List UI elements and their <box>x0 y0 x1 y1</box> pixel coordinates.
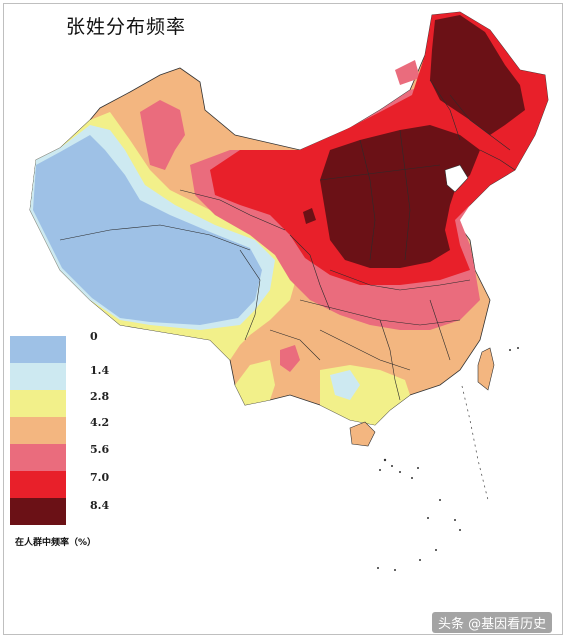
taiwan <box>477 347 495 391</box>
legend-swatch-2 <box>10 390 66 417</box>
region-pink-ne <box>395 60 420 85</box>
region-darkred-north <box>430 15 525 135</box>
legend-label-6: 8.4 <box>90 499 110 512</box>
region-lightblue-south <box>330 370 360 400</box>
legend-swatch-3 <box>10 417 66 444</box>
south-sea-boundary <box>461 385 489 501</box>
legend-label-4: 5.6 <box>90 443 110 456</box>
region-darkred-core <box>320 125 480 268</box>
region-blue-west <box>33 135 262 325</box>
legend-label-5: 7.0 <box>90 471 110 484</box>
south-sea-islands <box>377 347 519 571</box>
map-title: 张姓分布频率 <box>66 16 187 38</box>
region-pink-sw <box>280 345 300 372</box>
legend-swatch-0 <box>10 336 66 363</box>
hainan <box>349 421 376 447</box>
legend-label-2: 2.8 <box>90 390 110 403</box>
bohai-sea <box>444 164 469 193</box>
province-borders <box>59 79 516 401</box>
map-frame <box>3 3 563 635</box>
region-yellow-sw <box>235 360 275 405</box>
legend-caption: 在人群中频率（%） <box>15 538 97 548</box>
legend-swatch-1 <box>10 363 66 390</box>
region-pink-north <box>140 100 185 170</box>
legend-label-3: 4.2 <box>90 416 110 429</box>
region-darkred-spot <box>303 208 316 224</box>
watermark: 头条 @基因看历史 <box>432 612 553 633</box>
legend-swatch-4 <box>10 444 66 471</box>
legend-label-0: 0 <box>90 330 98 343</box>
legend-swatch-5 <box>10 471 66 498</box>
legend-label-1: 1.4 <box>90 364 110 377</box>
legend-swatch-6 <box>10 498 66 525</box>
